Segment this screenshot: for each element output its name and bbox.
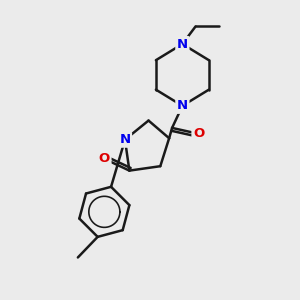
Text: O: O bbox=[99, 152, 110, 165]
Text: N: N bbox=[177, 38, 188, 50]
Text: N: N bbox=[177, 99, 188, 112]
Text: N: N bbox=[119, 133, 130, 146]
Text: O: O bbox=[193, 127, 204, 140]
